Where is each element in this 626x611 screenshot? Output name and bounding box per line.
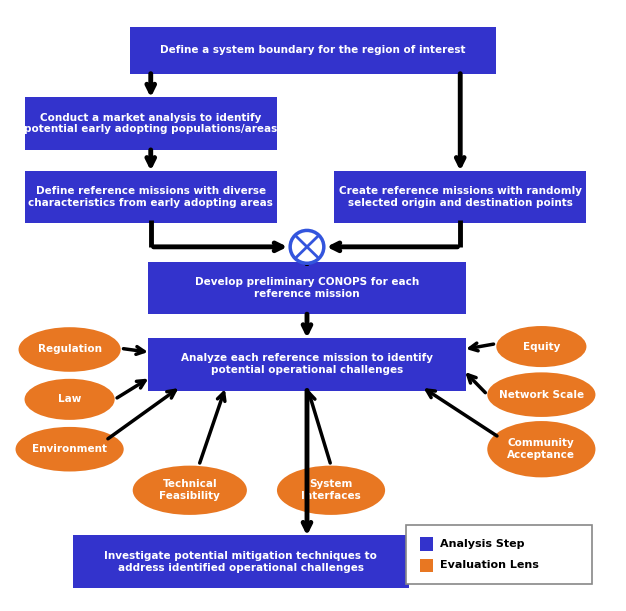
Text: Create reference missions with randomly
selected origin and destination points: Create reference missions with randomly … <box>339 186 582 208</box>
Text: System
Interfaces: System Interfaces <box>301 480 361 501</box>
Text: Regulation: Regulation <box>38 345 101 354</box>
Ellipse shape <box>24 379 115 420</box>
Ellipse shape <box>133 466 247 515</box>
FancyBboxPatch shape <box>24 97 277 150</box>
Text: Evaluation Lens: Evaluation Lens <box>441 560 539 570</box>
FancyBboxPatch shape <box>148 338 466 390</box>
Ellipse shape <box>16 427 124 472</box>
Text: Conduct a market analysis to identify
potential early adopting populations/areas: Conduct a market analysis to identify po… <box>24 113 277 134</box>
FancyBboxPatch shape <box>73 535 409 588</box>
Ellipse shape <box>496 326 587 367</box>
FancyBboxPatch shape <box>420 538 433 551</box>
Text: Define reference missions with diverse
characteristics from early adopting areas: Define reference missions with diverse c… <box>28 186 273 208</box>
Text: Law: Law <box>58 394 81 404</box>
Text: Network Scale: Network Scale <box>499 390 584 400</box>
Circle shape <box>290 230 324 263</box>
FancyBboxPatch shape <box>406 525 592 584</box>
Text: Develop preliminary CONOPS for each
reference mission: Develop preliminary CONOPS for each refe… <box>195 277 419 299</box>
Text: Analyze each reference mission to identify
potential operational challenges: Analyze each reference mission to identi… <box>181 353 433 375</box>
Text: Analysis Step: Analysis Step <box>441 539 525 549</box>
FancyBboxPatch shape <box>334 170 587 224</box>
Ellipse shape <box>487 372 595 417</box>
Ellipse shape <box>19 327 121 371</box>
FancyBboxPatch shape <box>24 170 277 224</box>
Text: Environment: Environment <box>32 444 107 454</box>
Text: Define a system boundary for the region of interest: Define a system boundary for the region … <box>160 45 466 56</box>
FancyBboxPatch shape <box>420 558 433 572</box>
FancyBboxPatch shape <box>148 262 466 314</box>
Text: Investigate potential mitigation techniques to
address identified operational ch: Investigate potential mitigation techniq… <box>105 551 377 573</box>
Ellipse shape <box>277 466 385 515</box>
FancyBboxPatch shape <box>130 27 496 74</box>
Text: Technical
Feasibility: Technical Feasibility <box>160 480 220 501</box>
Ellipse shape <box>487 421 595 477</box>
Text: Equity: Equity <box>523 342 560 351</box>
Text: Community
Acceptance: Community Acceptance <box>507 439 575 460</box>
